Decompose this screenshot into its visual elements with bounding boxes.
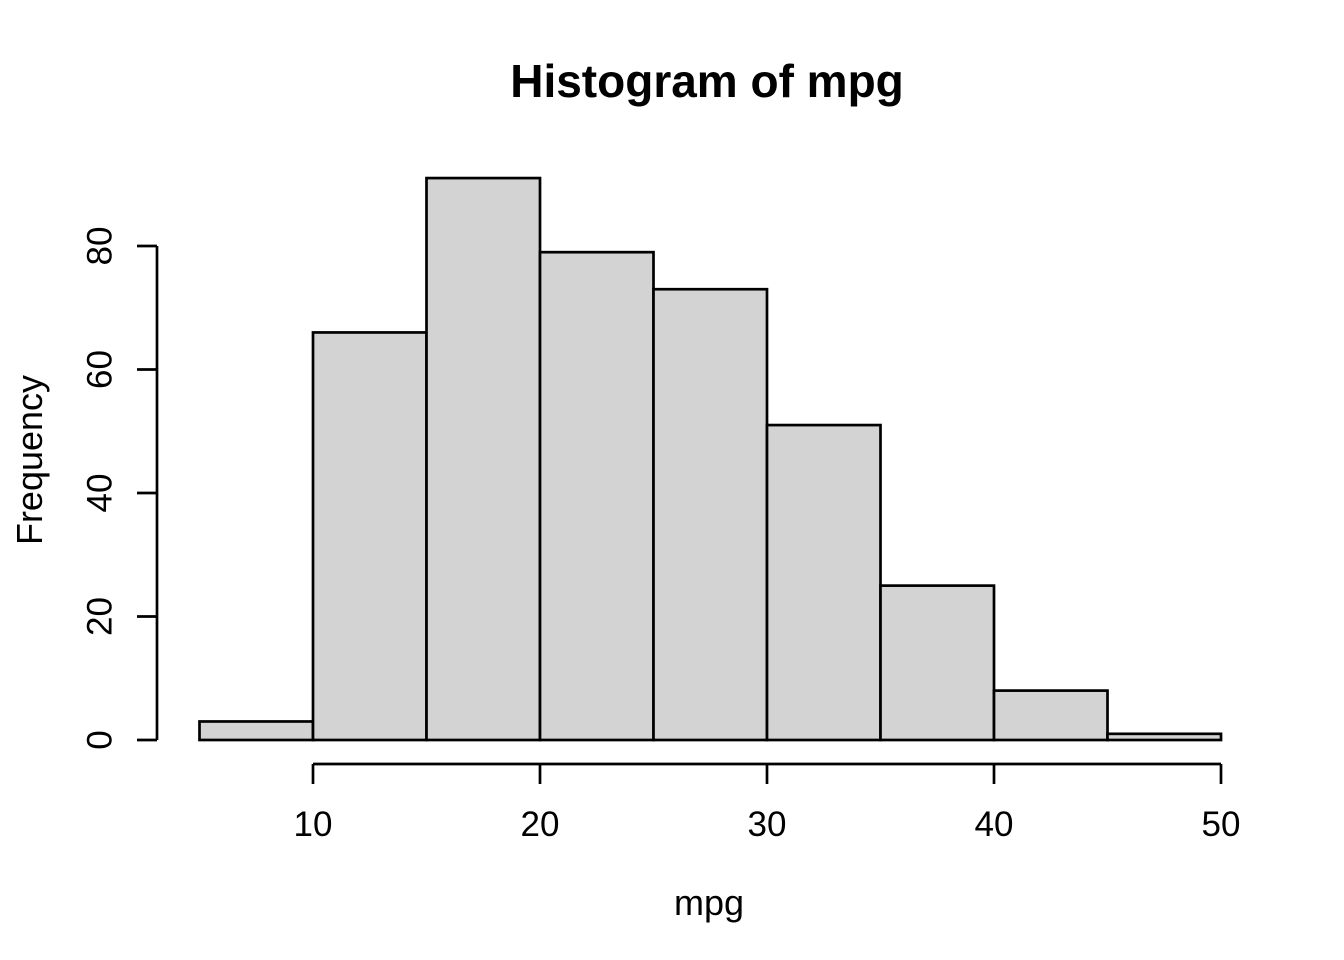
histogram-bar — [879, 584, 996, 742]
histogram-bar — [425, 176, 542, 742]
histogram-bar — [652, 287, 769, 742]
x-tick-label: 10 — [294, 805, 333, 844]
x-tick-label: 20 — [521, 805, 560, 844]
y-axis-label: Frequency — [9, 374, 50, 546]
histogram-bar — [992, 689, 1109, 742]
histogram-bar — [538, 250, 655, 742]
x-tick-label: 40 — [975, 805, 1014, 844]
histogram-bar — [1106, 732, 1223, 742]
histogram-bar — [765, 423, 882, 742]
y-tick-label: 60 — [81, 350, 120, 389]
y-tick-label: 20 — [81, 597, 120, 636]
y-tick-label: 0 — [81, 730, 120, 749]
x-tick-label: 50 — [1202, 805, 1241, 844]
x-axis-label: mpg — [673, 882, 745, 923]
chart-title: Histogram of mpg — [510, 55, 904, 107]
x-tick-label: 30 — [748, 805, 787, 844]
y-tick-label: 40 — [81, 474, 120, 513]
y-tick-label: 80 — [81, 227, 120, 266]
histogram-bar — [198, 720, 315, 742]
histogram-bar — [311, 331, 428, 742]
